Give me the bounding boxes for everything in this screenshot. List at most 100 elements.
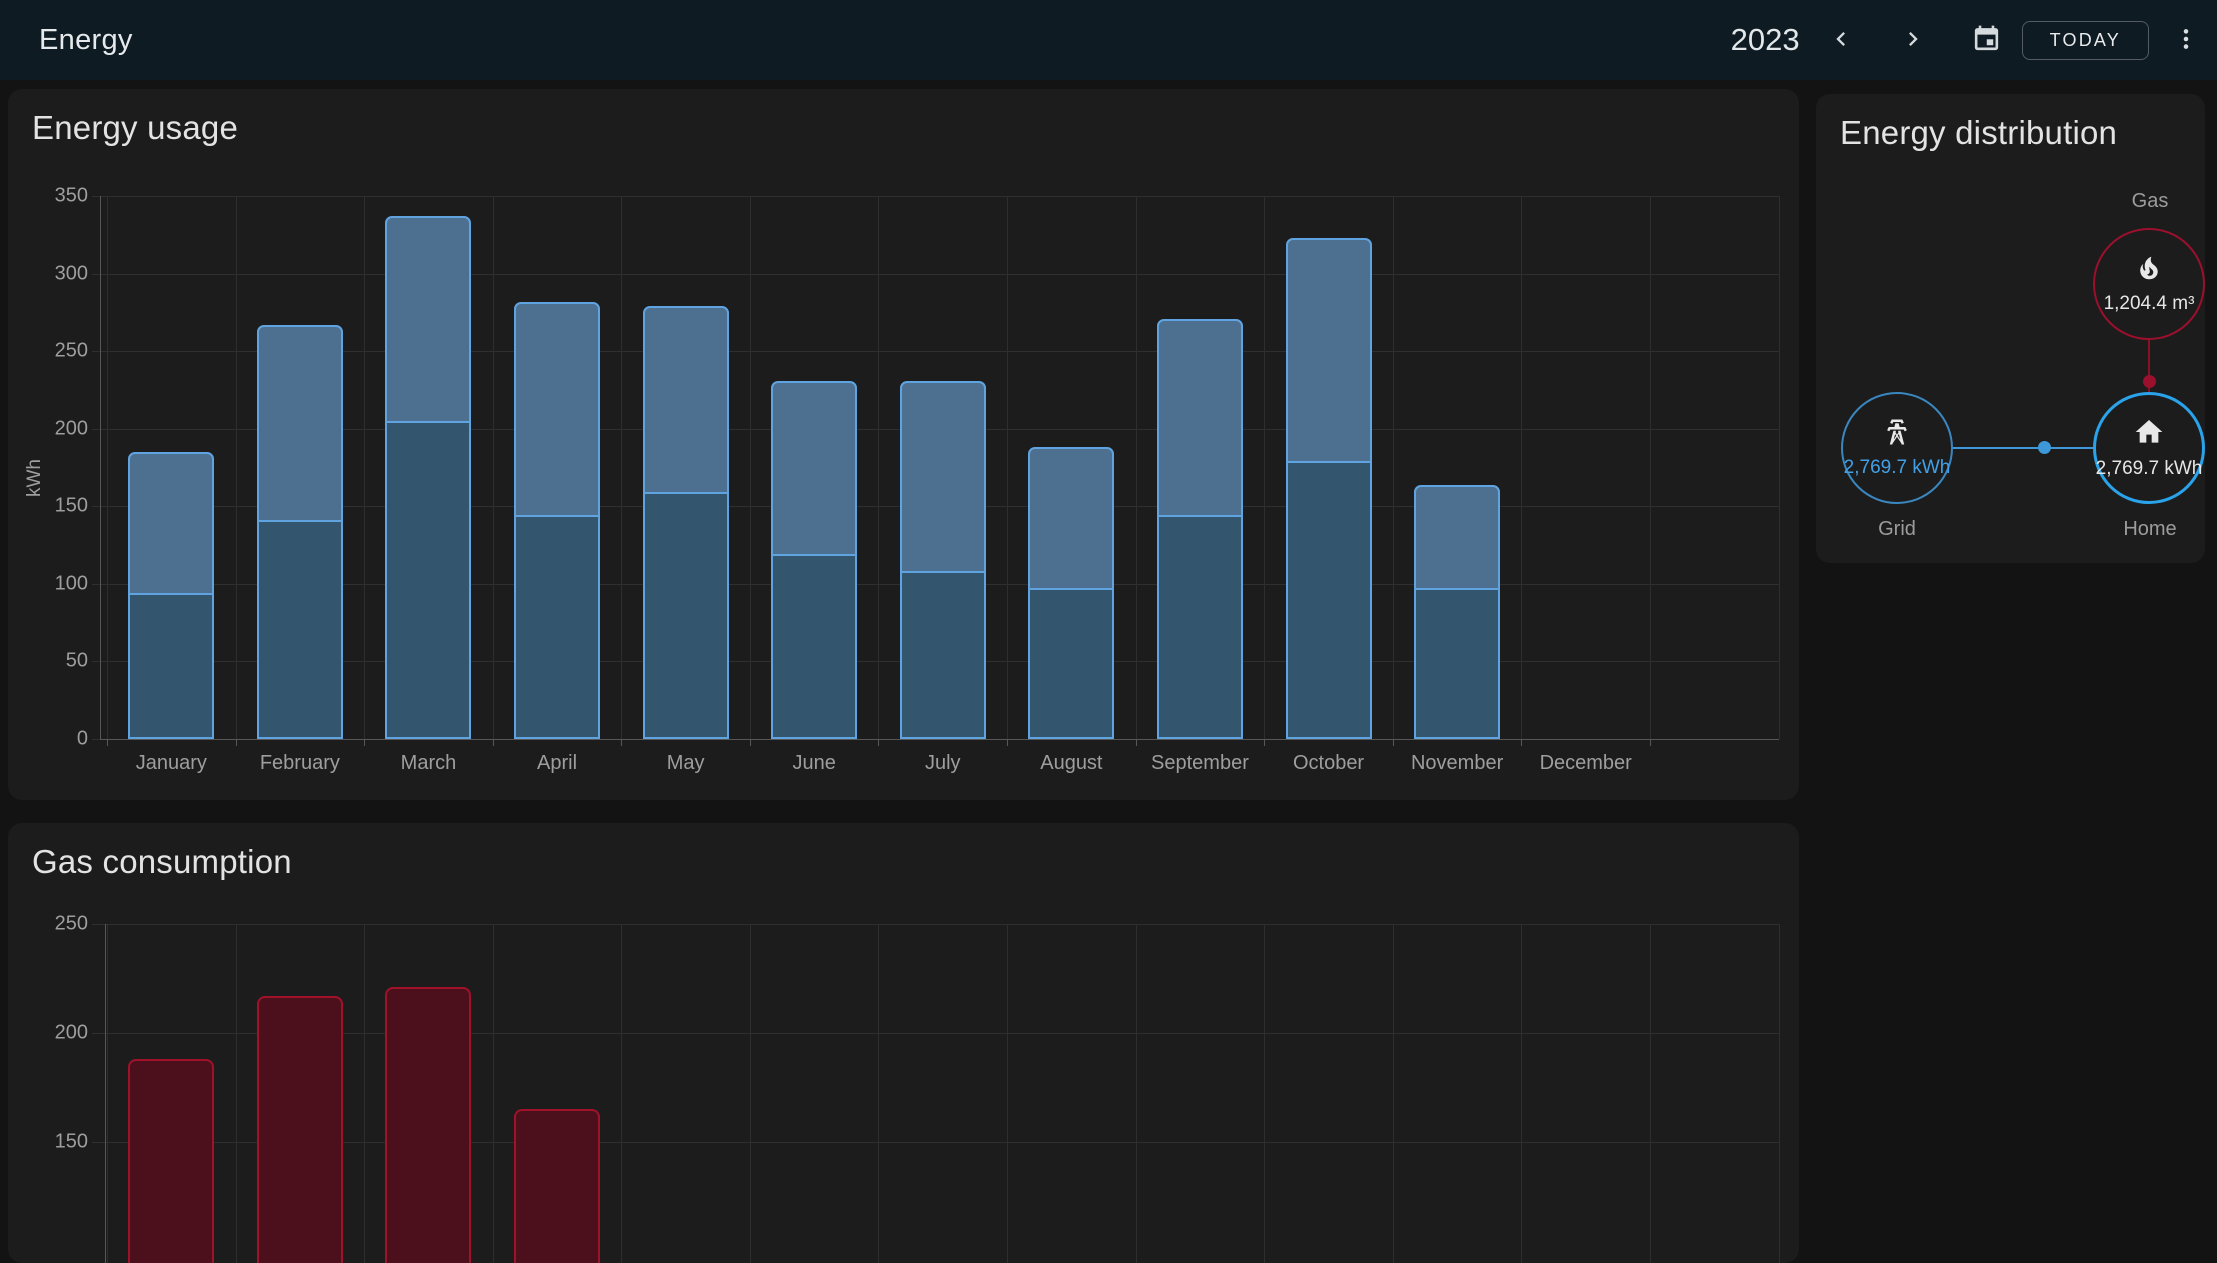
usage-bar-segment-light: [1028, 447, 1114, 590]
gas-bar[interactable]: [385, 987, 471, 1263]
overflow-menu-button[interactable]: [2165, 15, 2207, 65]
previous-period-button[interactable]: [1816, 15, 1866, 65]
usage-bar-segment-light: [1414, 485, 1500, 590]
month-label: December: [1540, 752, 1632, 775]
usage-bar-segment-light: [1286, 238, 1372, 463]
v-gridline: [1779, 196, 1780, 739]
usage-bar[interactable]: [771, 381, 857, 739]
next-period-button[interactable]: [1888, 15, 1938, 65]
usage-bar-segment-dark: [1414, 590, 1500, 739]
h-gridline: [92, 924, 1779, 925]
month-label: November: [1411, 752, 1503, 775]
usage-bar[interactable]: [128, 452, 214, 739]
usage-bar-segment-dark: [1028, 590, 1114, 739]
h-gridline: [92, 274, 1779, 275]
month-label: June: [793, 752, 836, 775]
y-axis-tick-label: 0: [18, 728, 88, 751]
usage-bar[interactable]: [1414, 485, 1500, 739]
gas-node-label: Gas: [2132, 190, 2169, 213]
energy-usage-chart: 350300250200150100500JanuaryFebruaryMarc…: [8, 89, 1799, 800]
usage-bar-segment-dark: [771, 556, 857, 739]
month-label: May: [667, 752, 705, 775]
y-axis-tick-label: 150: [18, 1131, 88, 1154]
v-gridline: [1136, 196, 1137, 739]
grid-node-circle: 2,769.7 kWh: [1841, 392, 1953, 504]
today-button[interactable]: TODAY: [2022, 21, 2149, 60]
usage-bar-segment-light: [900, 381, 986, 573]
h-gridline: [92, 1142, 1779, 1143]
calendar-icon: [1971, 23, 2002, 57]
usage-bar-segment-light: [771, 381, 857, 556]
v-gridline: [107, 924, 108, 1263]
month-label: March: [401, 752, 457, 775]
usage-bar-segment-light: [385, 216, 471, 422]
chevron-right-icon: [1899, 25, 1927, 56]
v-gridline: [621, 196, 622, 739]
dots-vertical-icon: [2173, 26, 2199, 55]
gas-bar[interactable]: [257, 996, 343, 1263]
v-gridline: [1136, 924, 1137, 1263]
month-label: August: [1040, 752, 1102, 775]
v-gridline: [493, 196, 494, 739]
x-axis-tick: [1521, 739, 1522, 746]
v-gridline: [1264, 924, 1265, 1263]
v-gridline: [1264, 196, 1265, 739]
y-axis-tick-label: 250: [18, 340, 88, 363]
v-gridline: [878, 924, 879, 1263]
x-axis-tick: [1136, 739, 1137, 746]
usage-bar-segment-dark: [257, 522, 343, 739]
home-total-value: 2,769.7 kWh: [2096, 458, 2203, 480]
chevron-left-icon: [1827, 25, 1855, 56]
v-gridline: [1650, 924, 1651, 1263]
gas-consumption-chart: 250200150JanuaryFebruaryMarchAprilMayJun…: [8, 823, 1799, 1263]
v-gridline: [878, 196, 879, 739]
x-axis-tick: [236, 739, 237, 746]
v-gridline: [1007, 196, 1008, 739]
usage-bar[interactable]: [514, 301, 600, 739]
date-picker-button[interactable]: [1962, 15, 2012, 65]
month-label: July: [925, 752, 961, 775]
x-axis-tick: [878, 739, 879, 746]
usage-bar-segment-dark: [900, 573, 986, 739]
home-icon: [2133, 416, 2165, 453]
usage-bar-segment-light: [1157, 319, 1243, 518]
usage-bar-segment-light: [514, 302, 600, 518]
y-axis-tick-label: 250: [18, 913, 88, 936]
month-label: September: [1151, 752, 1249, 775]
page-title: Energy: [39, 24, 133, 57]
usage-bar[interactable]: [643, 306, 729, 739]
usage-bar-segment-light: [257, 325, 343, 522]
usage-bar-segment-dark: [643, 494, 729, 739]
x-axis-tick: [750, 739, 751, 746]
gas-bar[interactable]: [514, 1109, 600, 1263]
v-gridline: [236, 196, 237, 739]
month-label: January: [136, 752, 207, 775]
usage-bar[interactable]: [1028, 447, 1114, 739]
v-gridline: [236, 924, 237, 1263]
x-axis-tick: [493, 739, 494, 746]
v-gridline: [1521, 196, 1522, 739]
grid-flow-dot: [2038, 441, 2051, 454]
usage-bar-segment-light: [643, 306, 729, 494]
usage-bar-segment-dark: [1157, 517, 1243, 739]
usage-bar[interactable]: [900, 381, 986, 739]
y-axis-tick-label: 200: [18, 417, 88, 440]
usage-bar[interactable]: [1157, 319, 1243, 739]
usage-bar[interactable]: [1286, 238, 1372, 739]
usage-bar[interactable]: [385, 216, 471, 739]
x-axis-tick: [1650, 739, 1651, 746]
month-label: April: [537, 752, 577, 775]
v-gridline: [493, 924, 494, 1263]
usage-bar-segment-dark: [1286, 463, 1372, 739]
h-gridline: [92, 351, 1779, 352]
v-gridline: [1393, 196, 1394, 739]
transmission-tower-icon: [1882, 417, 1912, 452]
usage-bar-segment-dark: [385, 423, 471, 739]
v-gridline: [107, 196, 108, 739]
home-node-label: Home: [2123, 518, 2176, 541]
usage-bar[interactable]: [257, 325, 343, 739]
v-gridline: [1650, 196, 1651, 739]
gas-total-value: 1,204.4 m³: [2104, 293, 2195, 315]
x-axis-tick: [1264, 739, 1265, 746]
gas-bar[interactable]: [128, 1059, 214, 1263]
